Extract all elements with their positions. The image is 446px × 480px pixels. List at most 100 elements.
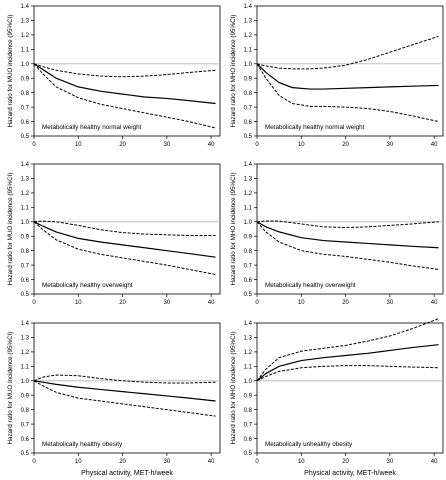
x-axis-label: Physical activity, MET-h/week xyxy=(81,470,173,477)
x-tick-label: 0 xyxy=(255,142,259,148)
y-tick-label: 1.1 xyxy=(21,206,30,212)
plot-frame xyxy=(33,5,221,137)
x-tick-label: 30 xyxy=(387,142,394,148)
x-tick-label: 0 xyxy=(32,142,36,148)
x-tick-label: 20 xyxy=(342,459,349,465)
x-tick-label: 40 xyxy=(208,459,215,465)
chart-panel-2: 0.5 0.6 0.7 0.8 0.9 1.0 1.1 1.2 1.3 1.4 0 10 20 30 40 H… xyxy=(230,4,444,148)
x-tick-label: 40 xyxy=(431,459,438,465)
chart-panel-1: 0.5 0.6 0.7 0.8 0.9 1.0 1.1 1.2 1.3 1.4 0 10 20 30 40 H… xyxy=(7,4,221,148)
y-tick-label: 0.8 xyxy=(21,408,30,414)
y-tick-label: 1.3 xyxy=(244,177,253,183)
y-tick-label: 0.5 xyxy=(244,134,253,140)
upper-ci-line xyxy=(33,63,216,78)
x-tick-label: 10 xyxy=(298,142,305,148)
y-tick-label: 1.4 xyxy=(244,162,253,168)
x-tick-label: 0 xyxy=(32,300,36,306)
hazard-ratio-line xyxy=(256,221,439,249)
lower-ci-line xyxy=(33,63,216,129)
y-tick-label: 0.7 xyxy=(244,263,253,269)
y-tick-label: 1.3 xyxy=(244,19,253,25)
y-tick-label: 1.4 xyxy=(21,4,30,10)
plot-frame xyxy=(33,322,221,454)
x-tick-label: 40 xyxy=(208,300,215,306)
y-tick-label: 0.9 xyxy=(244,393,253,399)
y-tick-label: 0.7 xyxy=(21,105,30,111)
y-tick-label: 0.7 xyxy=(244,422,253,428)
y-tick-label: 0.9 xyxy=(21,76,30,82)
y-tick-label: 1.1 xyxy=(21,365,30,371)
y-tick-label: 1.4 xyxy=(21,321,30,327)
y-tick-label: 0.9 xyxy=(21,234,30,240)
x-tick-label: 20 xyxy=(119,459,126,465)
y-tick-label: 1.0 xyxy=(244,62,253,68)
panel-annotation: Metabolically healthy obesity xyxy=(42,441,123,448)
y-tick-label: 1.1 xyxy=(244,206,253,212)
y-tick-label: 1.2 xyxy=(244,350,253,356)
panel-annotation: Metabolically healthy normal weight xyxy=(42,124,142,131)
chart-panel-5: 0.5 0.6 0.7 0.8 0.9 1.0 1.1 1.2 1.3 1.4 0 10 20 30 40 H… xyxy=(7,321,221,477)
panel-annotation: Metabolically healthy overweight xyxy=(42,282,133,289)
y-tick-label: 0.5 xyxy=(21,292,30,298)
x-tick-label: 20 xyxy=(119,300,126,306)
upper-ci-line xyxy=(33,220,216,236)
y-tick-label: 1.2 xyxy=(21,191,30,197)
y-tick-label: 1.4 xyxy=(244,4,253,10)
upper-ci-line xyxy=(256,35,439,70)
y-axis-label: Hazard ratio for MHO incidence (95%CI) xyxy=(230,14,237,127)
y-tick-label: 0.6 xyxy=(21,437,30,443)
y-tick-label: 1.2 xyxy=(244,191,253,197)
y-tick-label: 1.0 xyxy=(21,379,30,385)
plot-frame xyxy=(256,5,444,137)
y-tick-label: 1.2 xyxy=(244,33,253,39)
y-tick-label: 1.3 xyxy=(21,177,30,183)
upper-ci-line xyxy=(33,374,216,384)
x-tick-label: 40 xyxy=(431,142,438,148)
y-tick-label: 0.8 xyxy=(244,91,253,97)
y-tick-label: 0.5 xyxy=(21,451,30,457)
panel-annotation: Metabolically healthy normal weight xyxy=(265,124,365,131)
x-tick-label: 20 xyxy=(342,142,349,148)
upper-ci-line xyxy=(256,318,439,382)
y-tick-label: 0.8 xyxy=(21,91,30,97)
x-tick-label: 0 xyxy=(32,459,36,465)
y-tick-label: 1.0 xyxy=(21,220,30,226)
y-tick-label: 1.3 xyxy=(21,19,30,25)
x-tick-label: 30 xyxy=(164,142,171,148)
y-tick-label: 0.5 xyxy=(244,451,253,457)
lower-ci-line xyxy=(256,63,439,123)
y-tick-label: 0.8 xyxy=(244,408,253,414)
plot-frame xyxy=(256,163,444,295)
y-tick-label: 0.7 xyxy=(244,105,253,111)
chart-panel-6: 0.5 0.6 0.7 0.8 0.9 1.0 1.1 1.2 1.3 1.4 0 10 20 30 40 H… xyxy=(230,318,444,477)
y-tick-label: 1.1 xyxy=(244,365,253,371)
y-axis-label: Hazard ratio for MUO incidence (95%CI) xyxy=(7,172,14,285)
x-tick-label: 30 xyxy=(387,300,394,306)
y-tick-label: 0.9 xyxy=(21,393,30,399)
y-tick-label: 0.6 xyxy=(244,278,253,284)
y-tick-label: 1.0 xyxy=(244,220,253,226)
y-tick-label: 0.8 xyxy=(21,249,30,255)
y-tick-label: 1.2 xyxy=(21,350,30,356)
upper-ci-line xyxy=(256,220,439,229)
lower-ci-line xyxy=(256,221,439,270)
panel-annotation: Metabolically healthy overweight xyxy=(265,282,356,289)
y-tick-label: 0.6 xyxy=(244,437,253,443)
y-tick-label: 1.3 xyxy=(244,336,253,342)
y-tick-label: 0.9 xyxy=(244,234,253,240)
hazard-ratio-line xyxy=(33,63,216,105)
y-tick-label: 1.0 xyxy=(21,62,30,68)
x-axis-label: Physical activity, MET-h/week xyxy=(304,470,396,477)
y-tick-label: 1.3 xyxy=(21,336,30,342)
y-tick-label: 1.1 xyxy=(244,48,253,54)
y-tick-label: 0.6 xyxy=(244,120,253,126)
y-axis-label: Hazard ratio for MHO incidence (95%CI) xyxy=(230,331,237,444)
y-axis-label: Hazard ratio for MUO incidence (95%CI) xyxy=(7,14,14,127)
y-tick-label: 0.5 xyxy=(21,134,30,140)
x-tick-label: 40 xyxy=(431,300,438,306)
y-tick-label: 0.7 xyxy=(21,422,30,428)
lower-ci-line xyxy=(33,380,216,417)
y-tick-label: 1.4 xyxy=(21,162,30,168)
hazard-ratio-line xyxy=(33,380,216,402)
x-tick-label: 20 xyxy=(342,300,349,306)
